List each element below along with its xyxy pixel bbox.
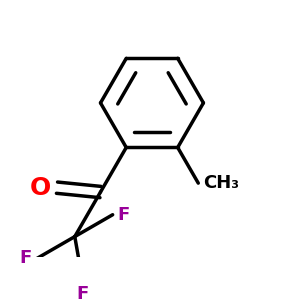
Text: F: F [76,285,88,300]
Text: O: O [29,176,51,200]
Text: CH₃: CH₃ [203,174,239,192]
Text: F: F [20,250,32,268]
Text: F: F [118,206,130,224]
